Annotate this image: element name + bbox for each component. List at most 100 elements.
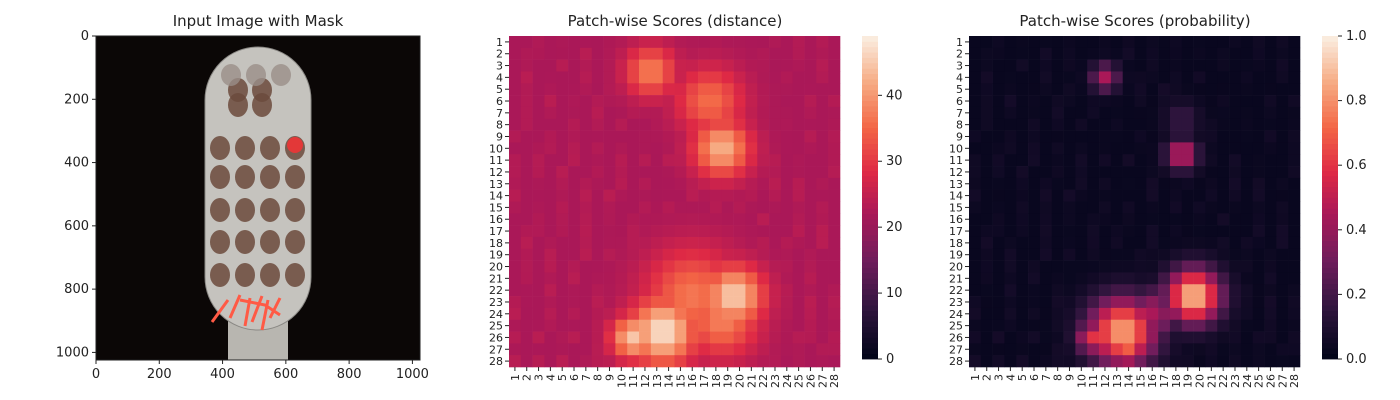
heatmap-cell: [1004, 142, 1017, 155]
heatmap-cell: [603, 36, 616, 49]
heatmap-cell: [1217, 36, 1230, 49]
heatmap-cell: [969, 284, 982, 297]
heatmap-cell: [1134, 83, 1147, 96]
heatmap-cell: [674, 272, 687, 285]
x-tick-label: 19: [722, 374, 735, 388]
y-tick-label: 2: [956, 48, 963, 61]
heatmap-cell: [1004, 59, 1017, 72]
heatmap-cell: [769, 272, 782, 285]
heatmap-cell: [544, 36, 557, 49]
heatmap-cell: [1122, 236, 1135, 250]
heatmap-cell: [1264, 331, 1277, 344]
heatmap-cell: [1240, 95, 1254, 108]
heatmap-cell: [709, 154, 723, 167]
heatmap-cell: [745, 319, 758, 332]
bristle-tufts: [210, 64, 305, 287]
heatmap-cell: [1004, 177, 1017, 190]
heatmap-cell: [1004, 236, 1017, 250]
heatmap-cell: [639, 189, 652, 202]
heatmap-cell: [556, 307, 569, 321]
heatmap-cell: [686, 248, 699, 261]
heatmap-cell: [556, 355, 569, 368]
heatmap-cell: [780, 307, 794, 321]
y-tick-label: 400: [64, 156, 89, 171]
heatmap-cell: [1252, 201, 1265, 214]
heatmap-cell: [816, 248, 829, 261]
heatmap-cell: [969, 118, 982, 131]
heatmap-cell: [733, 142, 746, 155]
heatmap-cell: [1169, 272, 1183, 285]
heatmap-cell: [1063, 343, 1076, 356]
heatmap-cell: [674, 154, 687, 167]
heatmap-cell: [1039, 225, 1053, 238]
heatmap-cell: [1205, 189, 1218, 202]
y-tick-label: 16: [949, 213, 963, 226]
heatmap-cell: [1110, 189, 1123, 202]
heatmap-cell: [544, 47, 557, 60]
heatmap-cell: [532, 225, 545, 238]
y-tick-label: 11: [949, 154, 963, 167]
heatmap-cell: [721, 284, 734, 297]
heatmap-cell: [1075, 166, 1088, 179]
colorbar-segment: [862, 348, 878, 355]
heatmap-cell: [627, 284, 640, 297]
heatmap-cell: [828, 83, 841, 96]
heatmap-cell: [544, 142, 557, 155]
heatmap-cell: [769, 142, 782, 155]
heatmap-cell: [1288, 225, 1301, 238]
heatmap-cell: [1063, 284, 1076, 297]
heatmap-cell: [1158, 130, 1171, 143]
heatmap-cell: [1063, 260, 1076, 273]
heatmap-cell: [556, 331, 569, 344]
heatmap-cell: [1276, 95, 1289, 108]
heatmap-cell: [1240, 201, 1254, 214]
heatmap-cell: [686, 118, 699, 131]
colorbar-segment: [1322, 116, 1338, 123]
heatmap-cell: [556, 189, 569, 202]
heatmap-cell: [1288, 213, 1301, 226]
heatmap-cell: [568, 343, 581, 356]
heatmap-cell: [662, 355, 675, 368]
heatmap-cell: [1252, 225, 1265, 238]
colorbar-segment: [862, 229, 878, 236]
heatmap-cell: [780, 225, 794, 238]
heatmap-cell: [1110, 260, 1123, 273]
x-tick-label: 17: [1158, 374, 1171, 388]
heatmap-cell: [1169, 106, 1183, 120]
heatmap-cell: [698, 213, 711, 226]
heatmap-cell: [698, 248, 711, 261]
heatmap-cell: [992, 307, 1005, 321]
heatmap-cell: [1028, 355, 1041, 368]
colorbar-segment: [1322, 89, 1338, 96]
heatmap-cell: [1063, 106, 1076, 120]
heatmap-cell: [650, 177, 663, 190]
heatmap-cell: [1276, 118, 1289, 131]
heatmap-cell: [769, 130, 782, 143]
heatmap-cell: [792, 260, 805, 273]
heatmap-cell: [1252, 47, 1265, 60]
heatmap-cell: [1122, 154, 1135, 167]
heatmap-cell: [745, 307, 758, 321]
heatmap-cell: [1264, 59, 1277, 72]
heatmap-cell: [544, 343, 557, 356]
y-tick-label: 800: [64, 282, 89, 297]
heatmap-cell: [780, 177, 794, 190]
colorbar-tick-label: 0.4: [1346, 223, 1367, 238]
heatmap-cell: [1205, 47, 1218, 60]
heatmap-cell: [1181, 331, 1194, 344]
heatmap-cell: [769, 71, 782, 84]
heatmap-cell: [828, 225, 841, 238]
heatmap-cell: [639, 177, 652, 190]
colorbar-segment: [1322, 143, 1338, 150]
colorbar-segment: [862, 62, 878, 69]
heatmap-cell: [603, 331, 616, 344]
heatmap-cell: [992, 47, 1005, 60]
heatmap-cell: [627, 154, 640, 167]
heatmap-cell: [1051, 236, 1064, 250]
heatmap-cell: [674, 36, 687, 49]
heatmap-cell: [1004, 296, 1017, 309]
heatmap-cell: [1039, 154, 1053, 167]
heatmap-cell: [544, 331, 557, 344]
heatmap-cell: [709, 236, 723, 250]
heatmap-cell: [733, 71, 746, 84]
